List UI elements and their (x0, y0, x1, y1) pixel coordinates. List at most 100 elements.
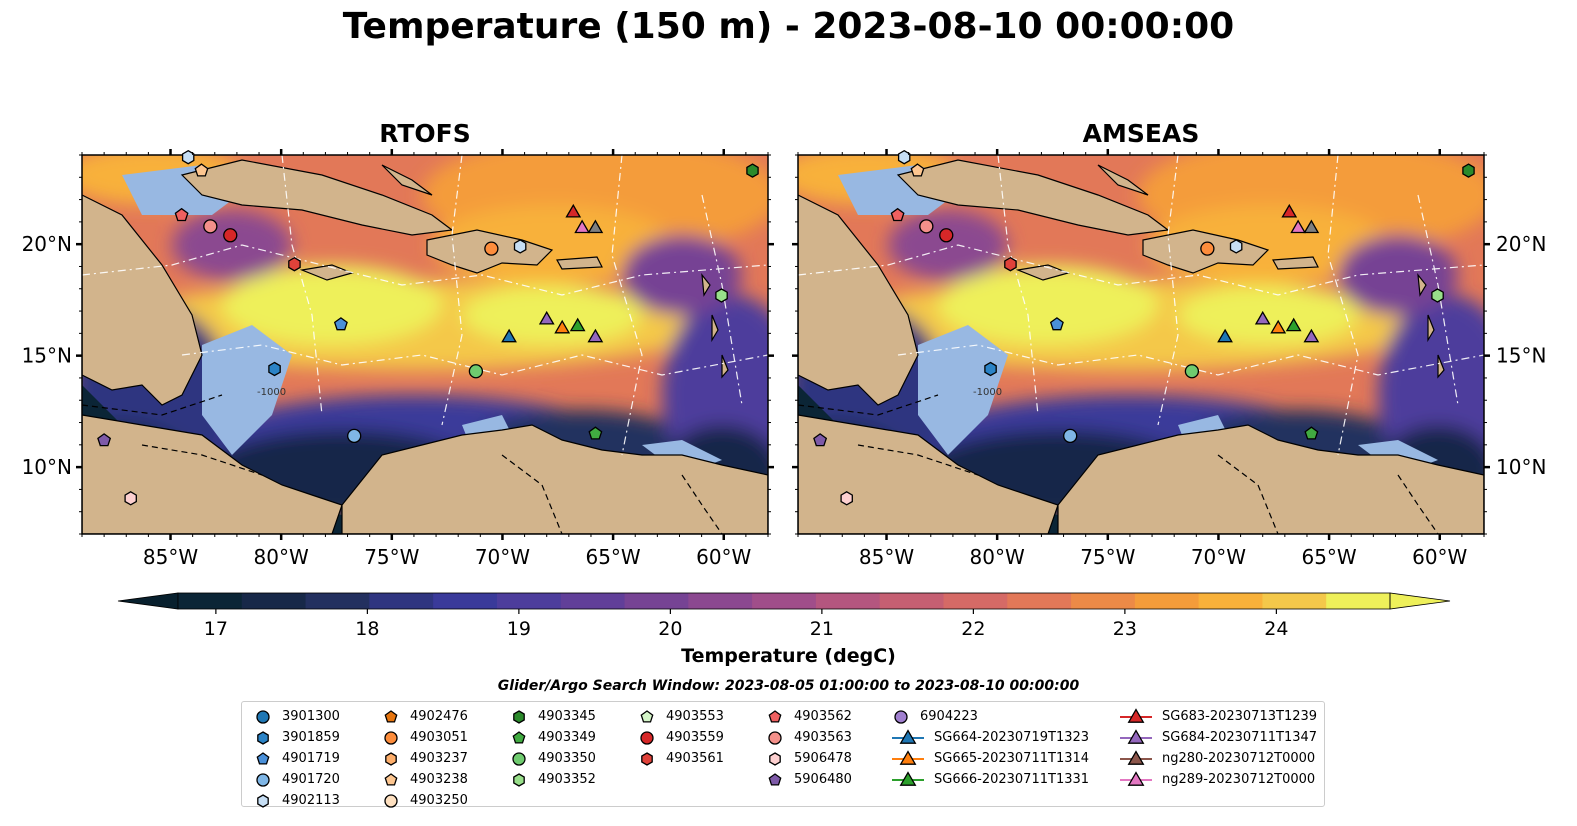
panel-title-rtofs: RTOFS (379, 119, 471, 148)
colorbar-bin (943, 593, 1008, 609)
map-panel-rtofs (42, 135, 802, 545)
legend-item: 4903561 (636, 748, 724, 769)
pentagon-marker-icon (256, 751, 270, 765)
platform-marker-ng427-20230711T0000 (1303, 219, 1320, 234)
legend-marker-SG684-20230711T1347 (1127, 728, 1145, 744)
legend-column: 4902476 4903051 4903237 4903238 4903250 (380, 706, 468, 811)
platform-marker-4903562 (174, 207, 189, 222)
lon-tick-label: 65°W (585, 545, 640, 569)
platform-marker-4902113 (513, 239, 527, 254)
legend-marker-5906478 (769, 751, 781, 766)
legend-label: 4903350 (538, 751, 596, 766)
map-frame-amseas (797, 154, 1485, 535)
lon-tick-label: 60°W (1412, 545, 1467, 569)
colorbar-bin (1007, 593, 1072, 609)
colorbar-bin (560, 593, 626, 609)
legend-label: 5906480 (794, 772, 852, 787)
colorbar-label: Temperature (degC) (681, 645, 896, 667)
platform-marker-SG666-20230711T1331 (1285, 317, 1302, 332)
markers-rtofs (97, 149, 759, 506)
platform-marker-3901859 (268, 361, 281, 377)
platform-marker-5906480 (813, 433, 828, 447)
legend-label: 3901300 (282, 709, 340, 724)
triangle-marker-icon (892, 749, 924, 765)
colorbar-bin (1198, 593, 1263, 609)
legend-marker-4902113 (257, 793, 269, 808)
lat-tick-label: 10°N (22, 455, 72, 479)
circle-marker-icon (256, 772, 270, 787)
legend-label: 4903563 (794, 730, 852, 745)
legend-marker-4903559 (640, 730, 654, 745)
legend-item: 4903352 (508, 769, 596, 790)
legend-item: 5906480 (764, 769, 852, 790)
pentagon-marker-icon (640, 709, 654, 723)
legend-item: 4903559 (636, 727, 724, 748)
legend-marker-4903345 (513, 709, 525, 724)
legend-marker-4901720 (256, 772, 270, 787)
platform-marker-4903562 (890, 207, 905, 222)
hexagon-marker-icon (257, 730, 269, 745)
legend-item: 4902113 (252, 790, 340, 811)
platform-marker-SG666-20230711T1331 (569, 317, 586, 332)
platform-marker-4903349 (588, 426, 603, 440)
colorbar-bin (1326, 593, 1391, 609)
platform-marker-4903563 (203, 219, 218, 234)
hexagon-marker-icon (641, 751, 653, 766)
colorbar-bin (815, 593, 881, 609)
axis-ticks: 85°W 80°W 75°W 70°W 65°W 60°W 10°N 15°N 20°N -100… (22, 149, 1546, 569)
lon-tick-label: 85°W (143, 545, 198, 569)
platform-marker-4903352 (1431, 288, 1444, 303)
platform-marker-SG684-20230711T1347 (1303, 328, 1320, 343)
legend-item: ng289-20230712T0000 (1118, 769, 1317, 790)
legend-item: 5906478 (764, 748, 852, 769)
legend-item: SG684-20230711T1347 (1118, 727, 1317, 748)
colorbar-tick-label: 20 (658, 618, 682, 640)
platform-marker-4903349 (1304, 426, 1319, 440)
legend-marker-4903349 (512, 730, 526, 744)
platform-marker-4903561 (288, 256, 301, 272)
pentagon-marker-icon (768, 709, 782, 723)
legend-label: SG683-20230713T1239 (1162, 709, 1318, 724)
pentagon-marker-icon (768, 772, 782, 786)
pentagon-marker-icon (384, 772, 398, 786)
lat-tick-label: 20°N (1496, 232, 1546, 256)
colorbar-tick-label: 22 (961, 618, 985, 640)
lat-tick-label: 15°N (1496, 344, 1546, 368)
legend-item: 4903051 (380, 727, 468, 748)
legend-marker-3901300 (256, 709, 270, 724)
legend-marker-ng280-20230712T0000 (1127, 749, 1145, 765)
legend-label: 4903553 (666, 709, 724, 724)
lon-tick-label: 80°W (970, 545, 1025, 569)
pentagon-marker-icon (512, 730, 526, 744)
pentagon-marker-icon (384, 709, 398, 723)
legend-marker-4902476 (384, 709, 398, 723)
map-panel-amseas (758, 135, 1518, 545)
legend-column: 4903553 4903559 4903561 (636, 706, 724, 769)
hexagon-marker-icon (513, 772, 525, 787)
legend-column: 4903345 4903349 4903350 4903352 (508, 706, 596, 790)
platform-marker-4903345 (746, 163, 759, 178)
legend-label: 5906478 (794, 751, 852, 766)
legend-label: SG684-20230711T1347 (1162, 730, 1318, 745)
circle-marker-icon (768, 730, 782, 745)
legend-label: SG664-20230719T1323 (934, 730, 1090, 745)
hexagon-marker-icon (385, 751, 397, 766)
platform-marker-SG664-20230719T1323 (1217, 328, 1233, 343)
colorbar-tick-label: 23 (1113, 618, 1137, 640)
legend-column: SG683-20230713T1239 SG684-20230711T1347 ng… (1118, 706, 1317, 790)
legend-label: 4903238 (410, 772, 468, 787)
circle-marker-icon (384, 793, 398, 808)
triangle-marker-icon (892, 770, 924, 786)
colorbar-bin (688, 593, 753, 609)
lon-tick-label: 75°W (1080, 545, 1135, 569)
colorbar-bin (624, 593, 689, 609)
platform-marker-4903051 (1200, 241, 1215, 256)
platform-marker-SG665-20230711T1314 (1270, 319, 1287, 334)
platform-marker-SG683-20230713T1239 (565, 203, 582, 218)
legend-label: SG666-20230711T1331 (934, 772, 1090, 787)
legend-marker-4903051 (384, 730, 398, 745)
lon-tick-label: 75°W (364, 545, 419, 569)
colorbar-bin (752, 593, 817, 609)
legend-label: 6904223 (920, 709, 978, 724)
